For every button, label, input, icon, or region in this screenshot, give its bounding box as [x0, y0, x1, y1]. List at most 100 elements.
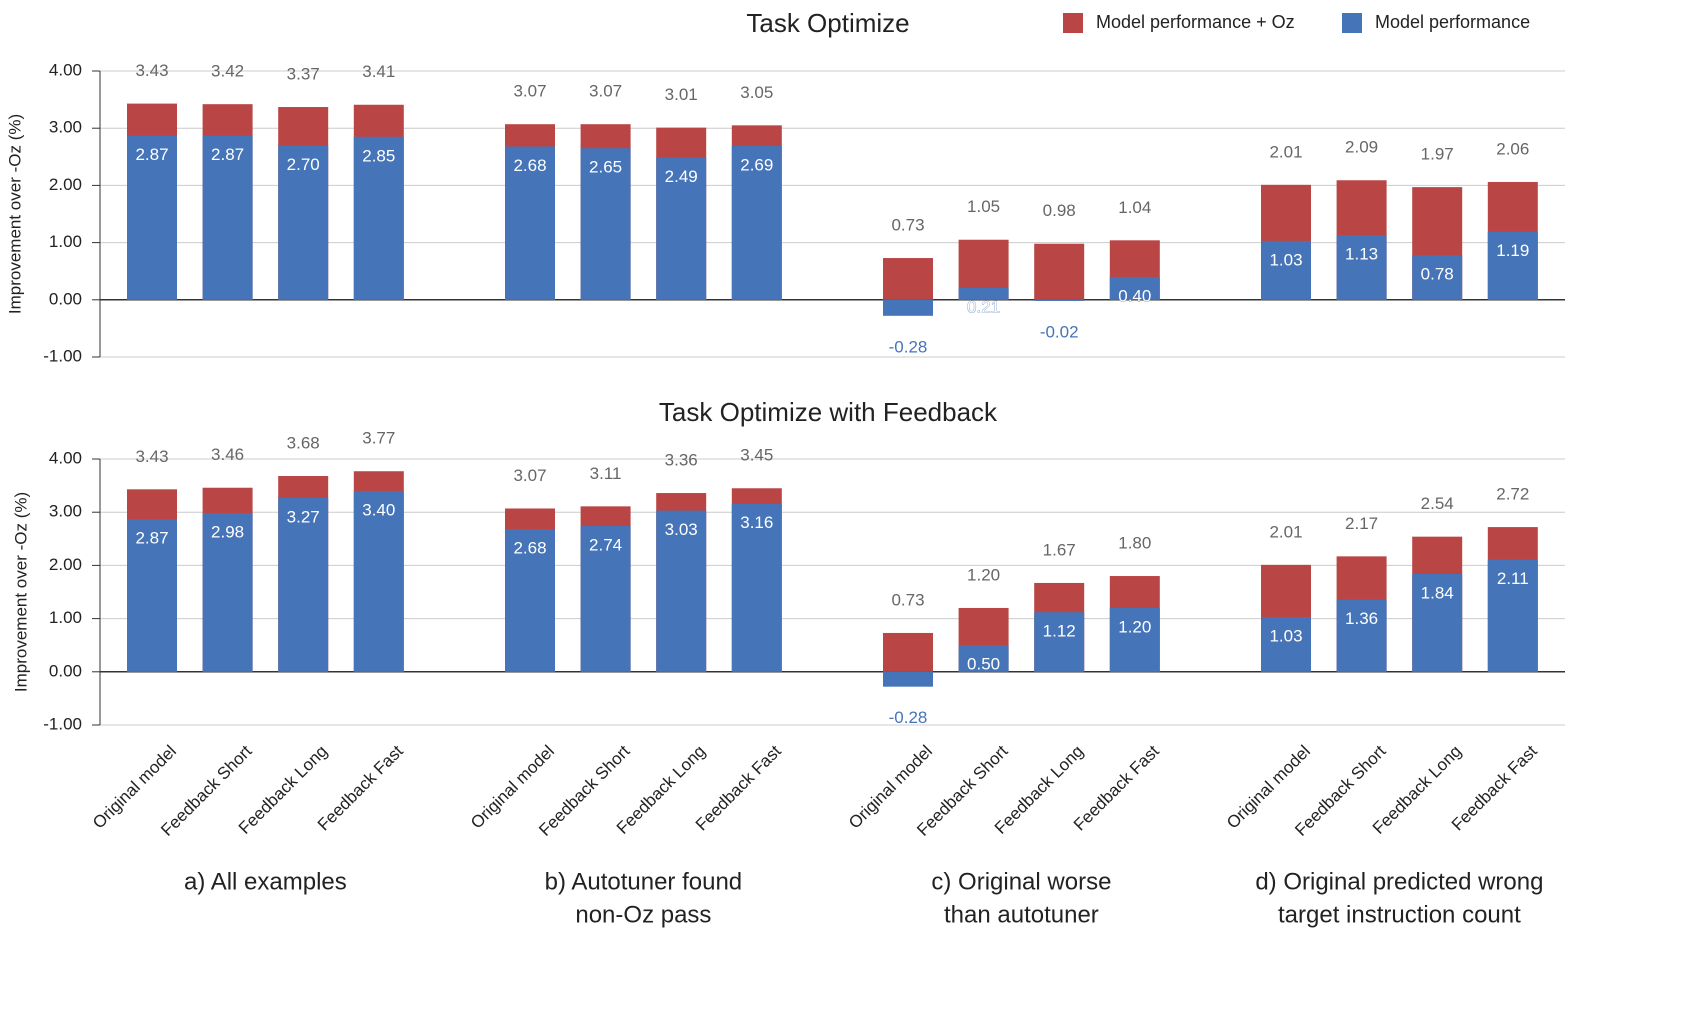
y-tick-label: -1.00: [43, 346, 82, 365]
y-tick-label: -1.00: [43, 714, 82, 733]
total-label: 1.97: [1421, 145, 1454, 164]
total-label: 3.46: [211, 445, 244, 464]
total-label: 3.07: [513, 82, 546, 101]
total-label: 0.73: [891, 216, 924, 235]
bar-model: [731, 503, 782, 672]
chart-title: Task Optimize with Feedback: [659, 397, 998, 427]
total-label: 3.77: [362, 429, 395, 448]
bar-model: [1336, 235, 1387, 300]
value-label: 1.03: [1269, 250, 1302, 269]
total-label: 3.68: [287, 434, 320, 453]
total-label: 2.72: [1496, 485, 1529, 504]
bar-model: [1412, 255, 1463, 300]
bar-model: [731, 145, 782, 300]
value-label: 2.69: [740, 155, 773, 174]
value-label: 2.49: [665, 167, 698, 186]
total-label: 3.43: [135, 447, 168, 466]
bar-model: [127, 135, 177, 300]
value-label: 3.03: [665, 520, 698, 539]
value-label: 2.68: [513, 539, 546, 558]
bar-model: [1034, 299, 1085, 301]
value-label: 1.84: [1421, 583, 1454, 602]
total-label: 1.20: [967, 565, 1000, 584]
value-label: 1.19: [1496, 241, 1529, 260]
y-tick-label: 1.00: [49, 608, 82, 627]
total-label: 2.06: [1496, 139, 1529, 158]
legend-label: Model performance + Oz: [1096, 12, 1295, 32]
y-axis-label: Improvement over -Oz (%): [5, 114, 24, 314]
bar-total: [883, 258, 933, 300]
value-label: 2.11: [1497, 569, 1529, 588]
value-label: 3.40: [362, 500, 395, 519]
group-label: target instruction count: [1278, 901, 1521, 928]
value-label: 0.78: [1421, 265, 1454, 284]
value-label: 2.70: [287, 155, 320, 174]
total-label: 3.11: [590, 464, 622, 483]
value-label: 1.03: [1269, 626, 1302, 645]
y-tick-label: 4.00: [49, 60, 82, 79]
value-label: 2.74: [589, 536, 622, 555]
y-tick-label: 0.00: [49, 661, 82, 680]
y-axis-label: Improvement over -Oz (%): [11, 492, 30, 692]
bar-model: [1034, 612, 1085, 672]
value-label: 0.40: [1118, 286, 1151, 305]
bar-model: [1109, 607, 1160, 672]
bar-model: [656, 510, 707, 672]
total-label: 3.07: [589, 82, 622, 101]
total-label: 3.41: [362, 62, 395, 81]
group-label: c) Original worse: [931, 868, 1111, 895]
bar-model: [505, 529, 555, 672]
bar-model: [505, 146, 555, 300]
y-tick-label: 3.00: [49, 502, 82, 521]
bar-model: [1261, 240, 1311, 300]
bar-model: [353, 490, 404, 672]
value-label: 2.68: [513, 156, 546, 175]
total-label: 3.07: [513, 466, 546, 485]
group-label: than autotuner: [944, 901, 1099, 928]
bar-model: [1487, 559, 1538, 672]
bar-model: [656, 157, 707, 300]
bar-model: [1487, 231, 1538, 300]
total-label: 3.42: [211, 62, 244, 81]
total-label: 3.43: [135, 61, 168, 80]
bar-model: [278, 497, 329, 672]
bar-model: [353, 136, 404, 300]
value-label: -0.28: [889, 708, 928, 727]
bar-model: [883, 299, 933, 316]
bar-model: [580, 526, 631, 672]
bar-model: [883, 671, 933, 687]
legend-label: Model performance: [1375, 12, 1530, 32]
value-label: 1.12: [1043, 622, 1076, 641]
bar-model: [958, 287, 1009, 300]
bar-model: [278, 145, 329, 300]
total-label: 1.04: [1118, 198, 1151, 217]
group-label: a) All examples: [184, 868, 347, 895]
value-label: 2.85: [362, 146, 395, 165]
value-label: 2.87: [135, 145, 168, 164]
total-label: 3.45: [740, 446, 773, 465]
group-label: non-Oz pass: [575, 901, 711, 928]
value-label: 3.27: [287, 507, 320, 526]
value-label: 1.20: [1118, 617, 1151, 636]
bar-model: [1336, 599, 1387, 672]
bar-model: [202, 135, 253, 300]
total-label: 2.01: [1269, 142, 1302, 161]
value-label: 2.65: [589, 158, 622, 177]
bar-model: [202, 513, 253, 672]
value-label: 2.98: [211, 523, 244, 542]
bar-model: [580, 148, 631, 300]
total-label: 2.09: [1345, 138, 1378, 157]
value-label: -0.02: [1040, 322, 1079, 341]
y-tick-label: 4.00: [49, 448, 82, 467]
total-label: 3.01: [665, 85, 698, 104]
total-label: 2.01: [1269, 522, 1302, 541]
y-tick-label: 2.00: [49, 175, 82, 194]
bar-model: [127, 519, 177, 672]
group-label: b) Autotuner found: [545, 868, 742, 895]
total-label: 0.73: [891, 590, 924, 609]
value-label: 1.13: [1345, 245, 1378, 264]
total-label: 2.17: [1345, 514, 1378, 533]
value-label: 3.16: [740, 513, 773, 532]
bar-model: [1109, 276, 1160, 300]
value-label: 0.21: [967, 297, 1000, 316]
